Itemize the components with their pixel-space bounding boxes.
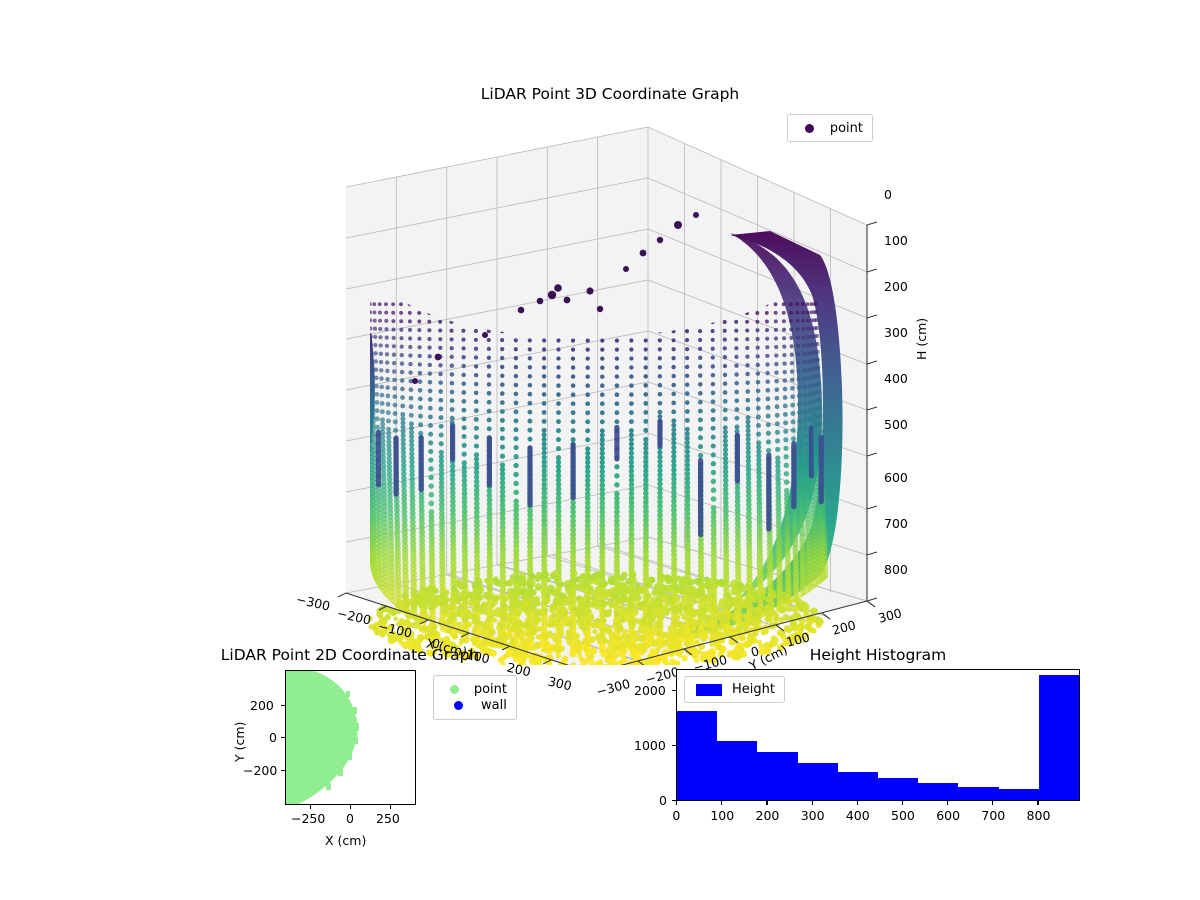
plot2d-edge-jitter	[286, 671, 416, 805]
histogram-bar	[999, 789, 1039, 800]
plot3d-axes[interactable]: 0 100 200 300 400 500 600 700 800 H (cm)…	[300, 105, 920, 665]
plot3d-ztick-2: 200	[884, 279, 908, 294]
plot3d-legend[interactable]: point	[787, 114, 873, 142]
hist-xtick-label: 200	[756, 808, 780, 823]
histogram-bar	[757, 752, 797, 800]
plot3d-ztick-3: 300	[884, 325, 908, 340]
plot3d-ztick-8: 800	[884, 562, 908, 577]
histogram-bar	[878, 778, 918, 800]
plot2d-yaxis-label: Y (cm)	[232, 722, 247, 762]
plot2d-xaxis-label: X (cm)	[325, 833, 366, 848]
histogram-bar	[677, 711, 717, 800]
wall-marker-icon	[443, 701, 473, 710]
plot3d-ztick-1: 100	[884, 233, 908, 248]
hist-ytick-label-2000: 2000	[634, 683, 666, 698]
point-marker-icon	[797, 124, 822, 133]
plot3d-ytick-0: −300	[595, 676, 632, 699]
hist-ytick-label-1000: 1000	[634, 738, 666, 753]
hist-xtick-label: 700	[981, 808, 1005, 823]
plot3d-legend-item-point[interactable]: point	[797, 120, 863, 136]
plot3d-ztick-5: 500	[884, 417, 908, 432]
hist-xtick-mark	[721, 801, 722, 805]
plot2d-ytick-mark-0	[281, 737, 285, 738]
height-bar-icon	[694, 684, 724, 696]
plot3d-ztick-4: 400	[884, 371, 908, 386]
plot3d-ztick-6: 600	[884, 470, 908, 485]
histogram-bar	[838, 772, 878, 800]
plot3d-legend-label-point: point	[830, 121, 863, 136]
histogram-bar	[1039, 675, 1079, 800]
hist-xtick-mark	[947, 801, 948, 805]
plot2d-legend-label-wall: wall	[481, 698, 507, 713]
hist-xtick-mark	[676, 801, 677, 805]
plot2d-legend-label-point: point	[474, 682, 507, 697]
hist-ytick-label-0: 0	[659, 793, 667, 808]
hist-xtick-mark	[902, 801, 903, 805]
plot2d-ytick-mark-neg200	[281, 770, 285, 771]
plot2d-ytick-mark-200	[281, 705, 285, 706]
hist-xtick-label: 400	[846, 808, 870, 823]
hist-xtick-label: 500	[891, 808, 915, 823]
hist-xtick-mark	[812, 801, 813, 805]
plot2d-xtick-mark-neg250	[310, 805, 311, 809]
plot2d-xtick-mark-0	[350, 805, 351, 809]
histogram-bar	[958, 787, 998, 800]
hist-xtick-mark	[766, 801, 767, 805]
plot3d-canvas	[300, 105, 920, 665]
hist-xtick-label: 100	[710, 808, 734, 823]
plot2d-legend[interactable]: point wall	[433, 675, 517, 720]
histogram-legend[interactable]: Height	[684, 676, 785, 703]
plot2d-legend-item-wall[interactable]: wall	[443, 698, 507, 715]
histogram-title: Height Histogram	[728, 646, 1028, 664]
plot2d-xtick-label-0: 0	[346, 811, 354, 826]
plot2d-xtick-mark-250	[390, 805, 391, 809]
hist-xtick-mark	[992, 801, 993, 805]
hist-ytick-mark-1000	[672, 745, 676, 746]
point-marker-icon	[443, 685, 466, 694]
histogram-bar	[717, 741, 757, 800]
plot2d-ytick-label-neg200: −200	[243, 763, 277, 778]
hist-ytick-mark-2000	[672, 690, 676, 691]
hist-xtick-label: 600	[936, 808, 960, 823]
plot2d-legend-item-point[interactable]: point	[443, 681, 507, 698]
plot2d-title: LiDAR Point 2D Coordinate Graph	[190, 646, 510, 664]
hist-xtick-mark	[857, 801, 858, 805]
hist-xtick-label: 0	[672, 808, 680, 823]
plot2d-xtick-label-neg250: −250	[291, 811, 325, 826]
histogram-legend-label-height: Height	[732, 682, 775, 697]
plot2d-axes[interactable]	[285, 670, 416, 805]
plot3d-zaxis-label: H (cm)	[914, 318, 929, 360]
plot2d-ytick-label-200: 200	[250, 698, 274, 713]
plot3d-title: LiDAR Point 3D Coordinate Graph	[330, 85, 890, 103]
hist-xtick-mark	[1037, 801, 1038, 805]
plot3d-xtick-6: 300	[547, 674, 574, 694]
figure-canvas: LiDAR Point 3D Coordinate Graph	[0, 0, 1200, 900]
histogram-legend-item-height[interactable]: Height	[694, 682, 775, 697]
hist-xtick-label: 300	[801, 808, 825, 823]
plot2d-xtick-label-250: 250	[376, 811, 400, 826]
plot2d-ytick-label-0: 0	[269, 730, 277, 745]
histogram-bar	[798, 763, 838, 800]
plot3d-ztick-7: 700	[884, 516, 908, 531]
histogram-bar	[918, 783, 958, 800]
hist-xtick-label: 800	[1027, 808, 1051, 823]
plot3d-ztick-0: 0	[884, 187, 892, 202]
